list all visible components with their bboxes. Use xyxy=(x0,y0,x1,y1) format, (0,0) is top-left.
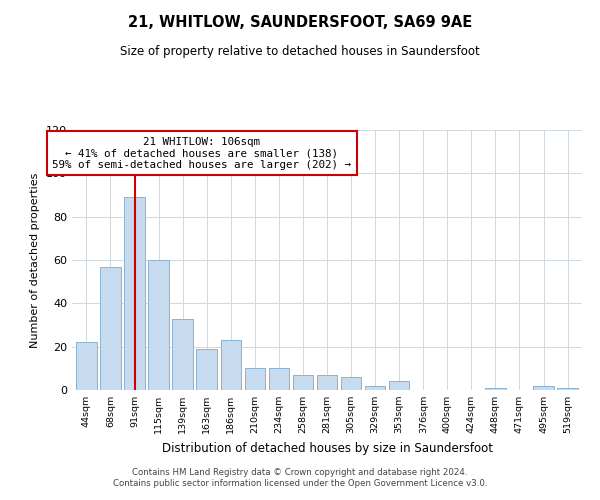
Bar xyxy=(485,388,506,390)
Bar xyxy=(172,318,193,390)
Bar xyxy=(76,342,97,390)
Bar xyxy=(293,375,313,390)
Text: Size of property relative to detached houses in Saundersfoot: Size of property relative to detached ho… xyxy=(120,45,480,58)
Y-axis label: Number of detached properties: Number of detached properties xyxy=(31,172,40,348)
Text: 21 WHITLOW: 106sqm
← 41% of detached houses are smaller (138)
59% of semi-detach: 21 WHITLOW: 106sqm ← 41% of detached hou… xyxy=(52,136,352,170)
Bar xyxy=(533,386,554,390)
Bar xyxy=(269,368,289,390)
Bar xyxy=(557,388,578,390)
Bar xyxy=(317,375,337,390)
Bar xyxy=(365,386,385,390)
Bar xyxy=(221,340,241,390)
Text: Contains HM Land Registry data © Crown copyright and database right 2024.
Contai: Contains HM Land Registry data © Crown c… xyxy=(113,468,487,487)
X-axis label: Distribution of detached houses by size in Saundersfoot: Distribution of detached houses by size … xyxy=(161,442,493,454)
Bar xyxy=(196,349,217,390)
Bar xyxy=(245,368,265,390)
Bar xyxy=(124,197,145,390)
Bar xyxy=(148,260,169,390)
Text: 21, WHITLOW, SAUNDERSFOOT, SA69 9AE: 21, WHITLOW, SAUNDERSFOOT, SA69 9AE xyxy=(128,15,472,30)
Bar xyxy=(389,382,409,390)
Bar xyxy=(341,377,361,390)
Bar xyxy=(100,266,121,390)
